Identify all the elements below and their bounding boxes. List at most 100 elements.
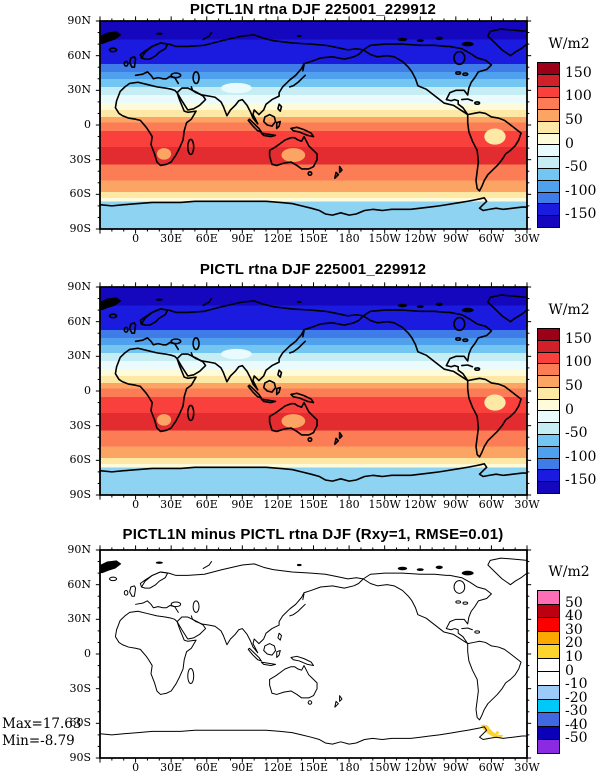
colorbar-tick-label: -40 bbox=[565, 716, 588, 733]
colorbar-cell bbox=[537, 481, 560, 494]
map-canvas bbox=[100, 21, 527, 229]
colorbar-cell bbox=[537, 351, 560, 365]
colorbar-cell bbox=[537, 617, 560, 632]
lon-tick-label: 30E bbox=[160, 232, 183, 245]
lon-tick-label: 90E bbox=[231, 498, 254, 511]
lat-tick-label: 30N bbox=[67, 349, 91, 363]
colorbar-cell bbox=[537, 168, 560, 181]
lat-tick-label: 90S bbox=[69, 222, 91, 235]
min-value: Min=-8.79 bbox=[2, 733, 75, 749]
colorbar-cell bbox=[537, 120, 560, 134]
colorbar-tick-label: 0 bbox=[565, 662, 574, 679]
world-map bbox=[100, 287, 527, 495]
lat-tick-label: 60S bbox=[69, 453, 91, 467]
colorbar-tick-label: 50 bbox=[565, 594, 583, 611]
lon-tick-label: 30W bbox=[514, 498, 540, 511]
lon-tick-label: 150E bbox=[298, 498, 329, 511]
latitude-axis: 90N 60N 30N 0 30S 60S 90S bbox=[0, 544, 96, 764]
latitude-axis: 90N 60N 30N 0 30S 60S 90S bbox=[0, 281, 96, 501]
lat-tick-label: 90S bbox=[69, 488, 91, 501]
colorbar-cell bbox=[537, 156, 560, 170]
colorbar-tick-label: 150 bbox=[565, 330, 592, 347]
colorbar-cell bbox=[537, 671, 560, 687]
colorbar-tick-label: -50 bbox=[565, 425, 588, 442]
panel-title: PICTL rtna DJF 225001_229912 bbox=[199, 261, 427, 278]
colorbar-cell bbox=[537, 398, 560, 412]
world-map bbox=[100, 21, 527, 229]
lon-tick-label: 30W bbox=[514, 232, 540, 245]
colorbar-cell bbox=[537, 203, 560, 217]
lon-tick-label: 60W bbox=[478, 761, 505, 774]
lat-tick-label: 30N bbox=[67, 612, 91, 626]
lon-tick-label: 90E bbox=[231, 761, 254, 774]
colorbar bbox=[537, 62, 560, 228]
colorbar-tick-label: -100 bbox=[565, 448, 597, 465]
colorbar-cell bbox=[537, 698, 560, 714]
colorbar-tick-label: 10 bbox=[565, 648, 583, 665]
colorbar-tick-label: 100 bbox=[565, 88, 592, 105]
lon-tick-label: 60W bbox=[478, 232, 505, 245]
lon-tick-label: 120E bbox=[263, 498, 293, 511]
lon-tick-label: 180 bbox=[338, 232, 360, 245]
colorbar-cell bbox=[537, 739, 560, 754]
colorbar-cell bbox=[537, 328, 560, 341]
colorbar-tick-label: 40 bbox=[565, 608, 583, 625]
lon-tick-label: 120E bbox=[263, 232, 293, 245]
lon-tick-label: 180 bbox=[338, 498, 360, 511]
colorbar-cell bbox=[537, 85, 560, 99]
colorbar bbox=[537, 328, 560, 494]
lon-tick-label: 90W bbox=[443, 761, 469, 774]
colorbar-cell bbox=[537, 179, 560, 193]
colorbar-cell bbox=[537, 603, 560, 619]
colorbar-cell bbox=[537, 144, 560, 158]
lat-tick-label: 30S bbox=[69, 418, 91, 432]
colorbar-tick-label: -150 bbox=[565, 206, 597, 223]
colorbar-tick-label: 0 bbox=[565, 401, 574, 418]
colorbar-tick-label: -150 bbox=[565, 472, 597, 489]
colorbar-cell bbox=[537, 712, 560, 727]
colorbar-cell bbox=[537, 375, 560, 388]
colorbar-cell bbox=[537, 191, 560, 205]
colorbar-cell bbox=[537, 685, 560, 700]
colorbar-cell bbox=[537, 434, 560, 447]
colorbar-cell bbox=[537, 644, 560, 659]
lat-tick-label: 60N bbox=[67, 577, 91, 591]
colorbar-units: W/m2 bbox=[548, 302, 590, 318]
colorbar-cell bbox=[537, 422, 560, 436]
lon-tick-label: 120E bbox=[263, 761, 293, 774]
lon-tick-label: 60E bbox=[195, 232, 218, 245]
lon-tick-label: 120W bbox=[404, 761, 437, 774]
lon-tick-label: 0 bbox=[132, 761, 140, 774]
colorbar-cell bbox=[537, 657, 560, 673]
colorbar-tick-label: 50 bbox=[565, 377, 583, 394]
lon-tick-label: 30E bbox=[160, 761, 183, 774]
lon-tick-label: 120W bbox=[404, 232, 437, 245]
lon-tick-label: 120W bbox=[404, 498, 437, 511]
lat-tick-label: 0 bbox=[84, 384, 91, 397]
map-canvas bbox=[100, 550, 527, 758]
colorbar-cell bbox=[537, 73, 560, 87]
lat-tick-label: 90N bbox=[67, 280, 91, 293]
lon-tick-label: 30W bbox=[514, 761, 540, 774]
lon-tick-label: 150E bbox=[298, 761, 329, 774]
lat-tick-label: 60S bbox=[69, 716, 91, 730]
colorbar-cell bbox=[537, 469, 560, 483]
colorbar-cell bbox=[537, 725, 560, 741]
world-map bbox=[100, 550, 527, 758]
lat-tick-label: 60N bbox=[67, 48, 91, 62]
colorbar-cell bbox=[537, 410, 560, 424]
lon-tick-label: 30E bbox=[160, 498, 183, 511]
lon-tick-label: 90W bbox=[443, 232, 469, 245]
colorbar-cell bbox=[537, 386, 560, 400]
colorbar-cell bbox=[537, 630, 560, 646]
colorbar-tick-label: -30 bbox=[565, 703, 588, 720]
lat-tick-label: 90S bbox=[69, 751, 91, 764]
colorbar-units: W/m2 bbox=[548, 564, 590, 580]
lat-tick-label: 90N bbox=[67, 14, 91, 27]
lon-tick-label: 150W bbox=[368, 232, 401, 245]
lat-tick-label: 90N bbox=[67, 543, 91, 556]
colorbar-cell bbox=[537, 590, 560, 605]
